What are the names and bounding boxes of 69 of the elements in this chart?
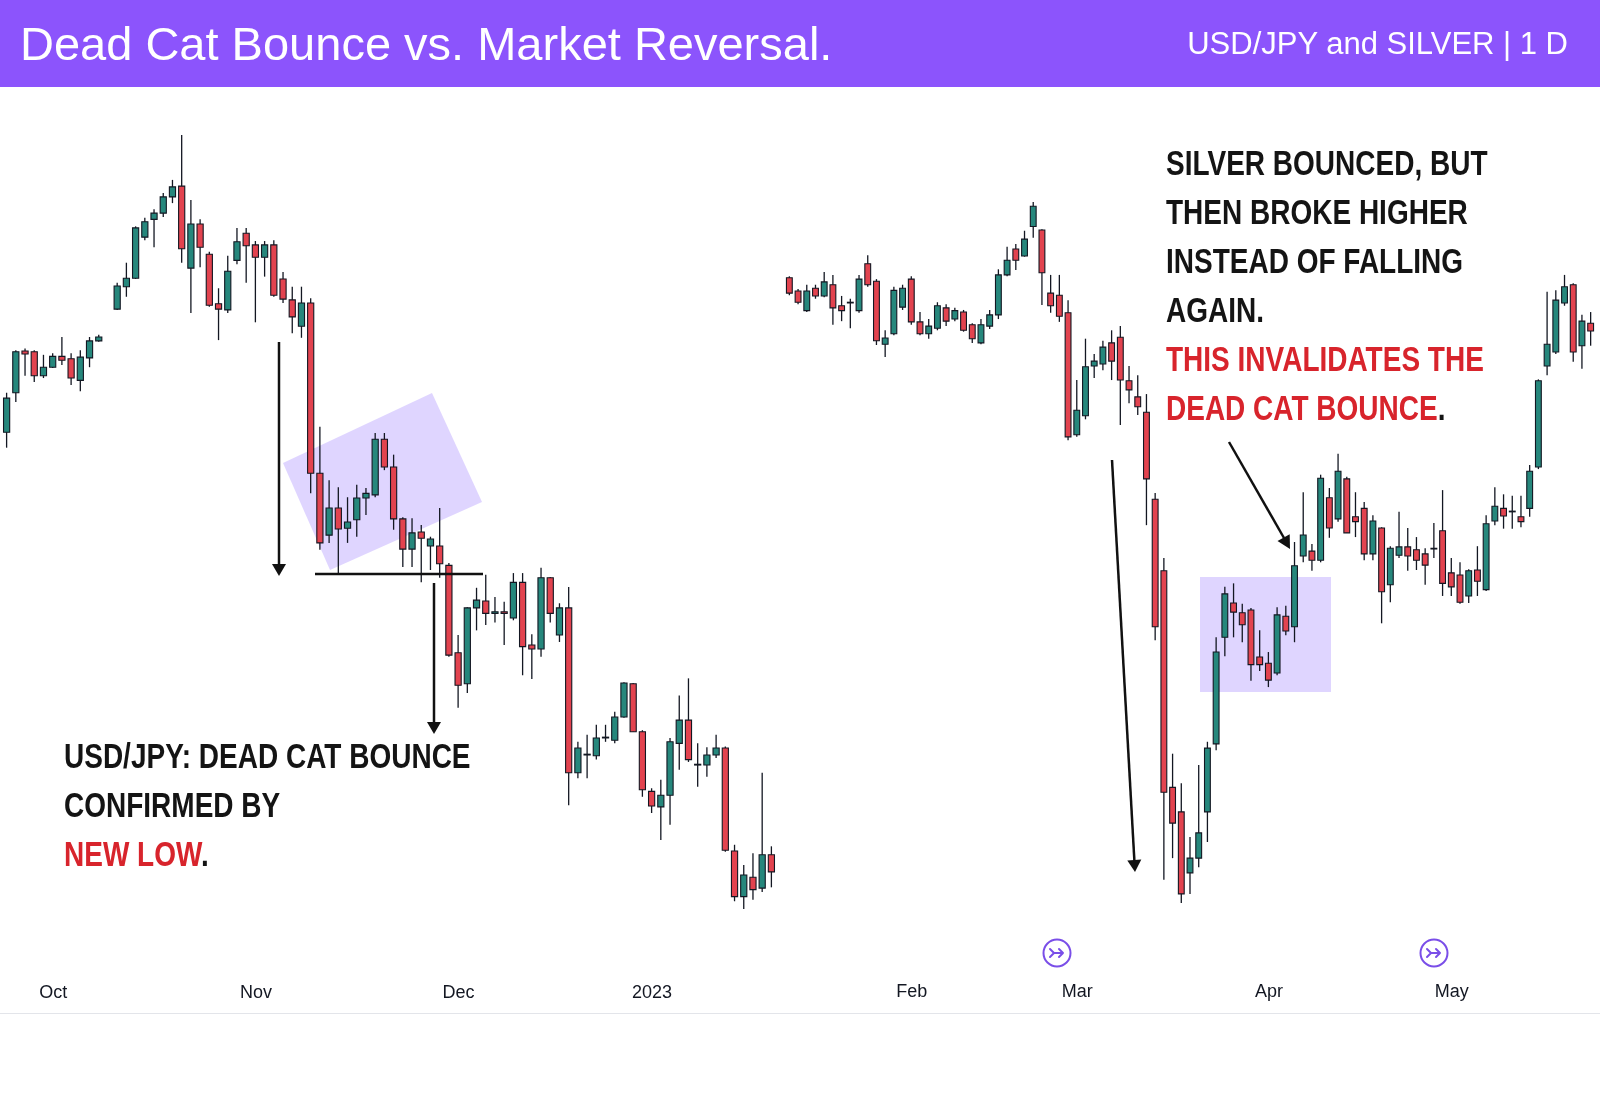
candlestick <box>334 486 342 574</box>
x-tick-label: 2023 <box>632 981 673 1002</box>
candlestick <box>113 282 121 311</box>
candlestick <box>417 524 425 584</box>
candlestick <box>30 349 38 383</box>
candlestick <box>1491 486 1499 526</box>
candlestick <box>426 536 435 571</box>
candlestick <box>1430 522 1438 559</box>
candlestick <box>1500 493 1508 530</box>
candlestick <box>85 336 94 368</box>
candlestick <box>1029 202 1037 239</box>
annotation: SILVER BOUNCED, BUT THEN BROKE HIGHER INSTEAD OF FALLING AGAIN. <box>1166 142 1489 331</box>
candlestick <box>1352 491 1359 538</box>
x-tick-label: Mar <box>1061 980 1093 1001</box>
candlestick <box>1047 274 1055 314</box>
candlestick <box>960 309 968 333</box>
candlestick <box>647 787 656 814</box>
candlestick <box>675 694 683 771</box>
candlestick <box>933 301 941 331</box>
candlestick <box>592 724 600 761</box>
candlestick <box>1021 230 1028 258</box>
candlestick <box>767 845 776 888</box>
annotation: USD/JPY: DEAD CAT BOUNCE CONFIRMED BY <box>64 735 472 826</box>
candlestick <box>150 208 158 248</box>
candlestick <box>611 710 619 745</box>
candlestick <box>288 286 296 334</box>
candlestick <box>1055 274 1063 323</box>
candlestick <box>785 275 793 296</box>
candlestick <box>122 262 131 298</box>
candlestick <box>482 573 490 626</box>
candlestick <box>1561 274 1568 307</box>
candlestick <box>694 742 702 788</box>
candlestick <box>159 192 167 218</box>
candlestick <box>1517 495 1525 528</box>
candlestick <box>838 295 846 322</box>
candlestick <box>76 349 84 392</box>
chart-subtitle: USD/JPY and SILVER | 1 D <box>1187 26 1568 61</box>
candlestick <box>251 240 260 323</box>
candlestick <box>881 329 889 358</box>
candlestick <box>1264 651 1272 688</box>
candlestick <box>472 587 481 632</box>
annotation: THIS INVALIDATES THE DEAD CAT BOUNCE. <box>1166 338 1485 429</box>
candlestick <box>899 284 907 311</box>
candlestick <box>1587 311 1595 347</box>
candlestick <box>353 484 361 538</box>
candlestick <box>343 496 352 544</box>
x-tick-label: Nov <box>239 981 272 1002</box>
candlestick <box>168 179 177 204</box>
x-tick-label: Dec <box>442 981 475 1002</box>
candlestick <box>436 507 444 579</box>
candlestick <box>1508 495 1516 530</box>
candlestick <box>1230 582 1238 638</box>
x-tick-label: Oct <box>39 981 68 1002</box>
annotation: NEW LOW. <box>64 833 210 875</box>
candlestick <box>260 240 269 278</box>
candlestick <box>39 354 48 379</box>
candlestick <box>1134 374 1142 416</box>
candlestick <box>214 287 223 341</box>
candlestick <box>740 864 748 910</box>
x-tick-label: Feb <box>896 980 928 1001</box>
candlestick <box>297 286 306 339</box>
x-tick-label: Apr <box>1254 980 1283 1001</box>
candlestick <box>1412 536 1420 571</box>
candlestick <box>1108 329 1116 381</box>
x-tick-label: May <box>1434 980 1469 1001</box>
candlestick <box>141 217 149 241</box>
candlestick <box>1421 547 1429 586</box>
chart-title: Dead Cat Bounce vs. Market Reversal. <box>20 17 833 70</box>
candlestick <box>1473 545 1481 597</box>
